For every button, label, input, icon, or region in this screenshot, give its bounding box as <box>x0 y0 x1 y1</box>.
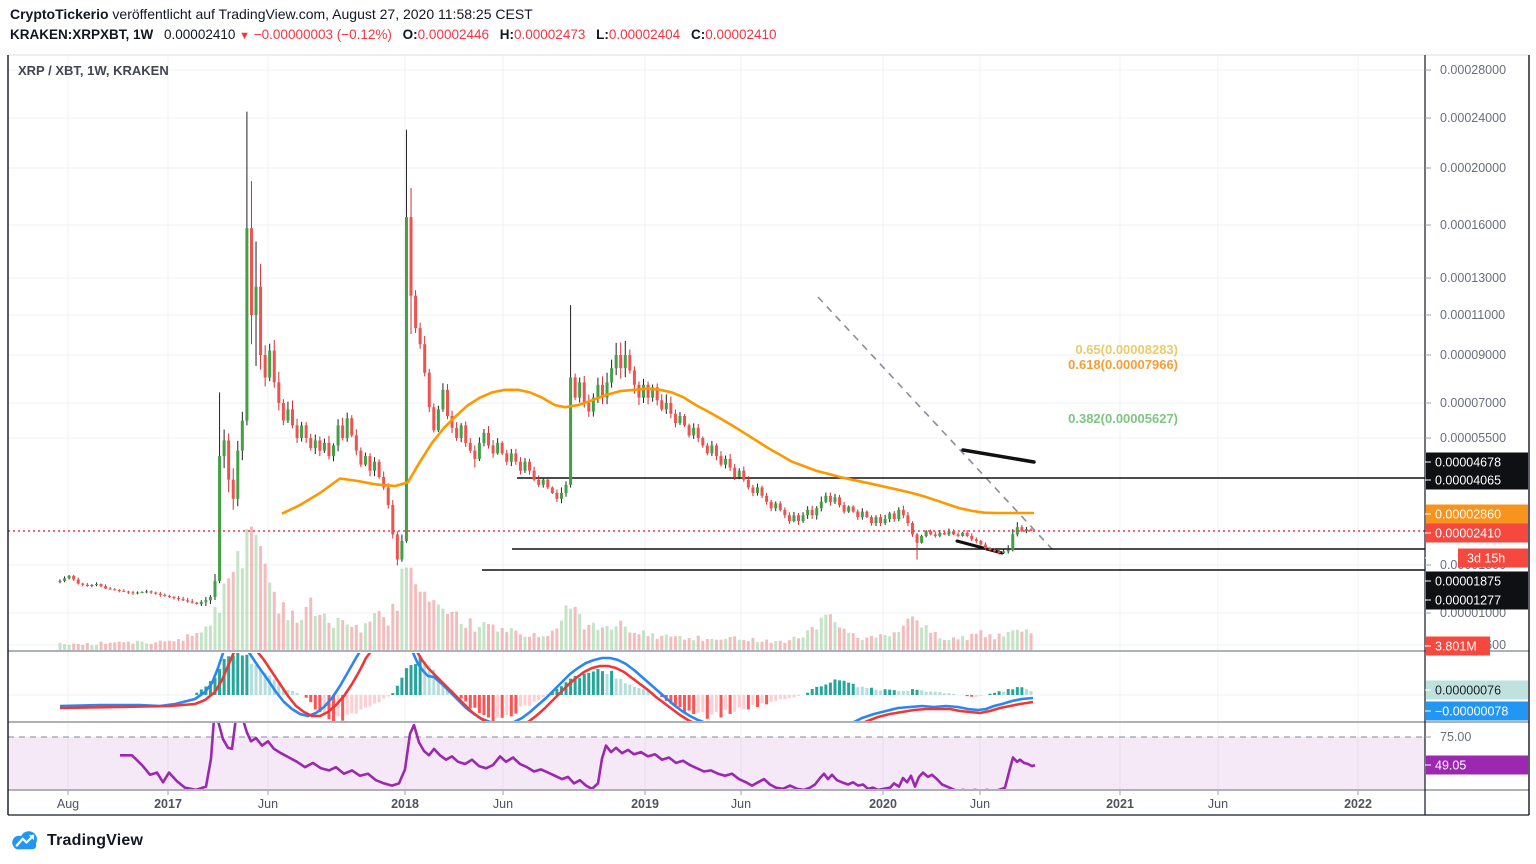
low-label: L: <box>596 27 609 42</box>
price-badge: 3d 15h <box>1425 548 1528 568</box>
price-badge: 0.00001875 <box>1425 571 1528 591</box>
price-tick-label: 75.00 <box>1440 730 1471 744</box>
symbol-label[interactable]: KRAKEN:XRPXBT, 1W <box>10 27 154 42</box>
macd-line <box>59 653 1034 721</box>
publish-line: CryptoTickerio veröffentlicht auf Tradin… <box>10 4 777 24</box>
price-badge-label: 0.00002410 <box>1435 527 1501 541</box>
price-tick-label: 0.00028000 <box>1440 63 1506 77</box>
fib-level-0.618[interactable]: 0.618(0.00007966) <box>1068 357 1178 372</box>
volume-series <box>58 526 1033 650</box>
low-value: 0.00002404 <box>608 27 681 42</box>
time-tick-label: 2018 <box>391 797 419 811</box>
time-tick-label: Jun <box>970 797 990 811</box>
publisher-name: CryptoTickerio <box>10 6 109 22</box>
price-tick-label: 0.00011000 <box>1440 308 1505 322</box>
rsi-pane[interactable] <box>8 717 1425 792</box>
time-tick-label: 2022 <box>1344 797 1372 811</box>
brand-name: TradingView <box>47 832 144 849</box>
macd-signal-line <box>59 653 1034 721</box>
price-tick-label: 0.00005500 <box>1440 431 1506 445</box>
price-tick-label: 0.00016000 <box>1440 218 1506 232</box>
price-badge-label: −0.00000078 <box>1435 705 1508 719</box>
moving-average-line[interactable] <box>281 387 1034 515</box>
macd-pane[interactable] <box>59 630 1034 750</box>
grid-lines <box>8 55 1425 789</box>
time-tick-label: Aug <box>57 797 79 811</box>
price-badge: 49.05 <box>1425 755 1528 775</box>
price-badge: 0.00001277 <box>1425 590 1528 610</box>
close-label: C: <box>690 27 706 42</box>
time-tick-label: Jun <box>1208 797 1228 811</box>
time-tick-label: 2021 <box>1106 797 1134 811</box>
rsi-line <box>120 723 1036 789</box>
price-badge-label: 3.801M <box>1435 640 1477 654</box>
price-badge-label: 0.00001875 <box>1435 575 1501 589</box>
price-badge-label: 0.00001277 <box>1435 594 1501 608</box>
header: CryptoTickerio veröffentlicht auf Tradin… <box>10 4 777 46</box>
trendline-0[interactable] <box>961 448 1036 464</box>
time-tick-label: Jun <box>493 797 513 811</box>
tradingview-watermark[interactable]: TradingView <box>10 830 143 852</box>
price-badge-label: 0.00000076 <box>1435 684 1501 698</box>
price-badge: 0.00004065 <box>1425 470 1528 490</box>
fib-level-0.382[interactable]: 0.382(0.00005627) <box>1068 411 1178 426</box>
price-tick-label: 0.00007000 <box>1440 396 1506 410</box>
price-badge: 0.00004678 <box>1425 452 1528 472</box>
price-tick-label: 0.00009000 <box>1440 348 1506 362</box>
close-value: 0.00002410 <box>705 27 777 42</box>
high-label: H: <box>499 27 515 42</box>
fib-level-0.65[interactable]: 0.65(0.00008283) <box>1075 342 1178 357</box>
drawings-layer[interactable] <box>482 296 1425 571</box>
time-tick-label: 2020 <box>869 797 897 811</box>
price-badge-label: 0.00002860 <box>1435 508 1501 522</box>
rsi-band <box>8 737 1425 789</box>
time-tick-label: Jun <box>731 797 751 811</box>
price-badge-label: 0.00004065 <box>1435 474 1501 488</box>
dashed-trendline[interactable] <box>817 296 1053 550</box>
price-badge: 0.00000076 <box>1425 680 1528 700</box>
time-tick-label: Jun <box>258 797 278 811</box>
tradingview-logo-icon <box>12 831 37 850</box>
open-label: O: <box>402 27 418 42</box>
price-badge: 0.00002860 <box>1425 504 1528 524</box>
price-badge-label: 0.00004678 <box>1435 456 1501 470</box>
down-arrow-icon: ▼ <box>239 30 251 42</box>
high-value: 0.00002473 <box>514 27 586 42</box>
price-change: −0.00000003 (−0.12%) <box>253 27 392 42</box>
last-price: 0.00002410 <box>164 27 236 42</box>
price-scale[interactable]: 0.00028000 0.00024000 0.00020000 0.00016000… <box>1425 63 1528 775</box>
candlestick-series <box>58 111 1033 607</box>
time-tick-label: 2019 <box>631 797 659 811</box>
price-badge: 3.801M <box>1425 636 1490 656</box>
pane-title[interactable]: XRP / XBT, 1W, KRAKEN <box>18 63 169 78</box>
time-tick-label: 2017 <box>154 797 182 811</box>
open-value: 0.00002446 <box>417 27 489 42</box>
price-tick-label: 0.00013000 <box>1440 271 1506 285</box>
time-scale[interactable]: Aug 2017 Jun 2018 Jun 2019 Jun 2020 Jun 2021 Jun 20… <box>57 791 1372 811</box>
price-badge-label: 3d 15h <box>1467 552 1505 566</box>
price-badge: 0.00002410 <box>1425 523 1528 543</box>
price-badge: −0.00000078 <box>1425 701 1528 721</box>
publish-info: veröffentlicht auf TradingView.com, Augu… <box>108 6 533 22</box>
symbol-line: KRAKEN:XRPXBT, 1W 0.00002410 ▼ −0.000000… <box>10 25 777 46</box>
price-tick-label: 0.00020000 <box>1440 161 1506 175</box>
price-badge-label: 49.05 <box>1435 759 1466 773</box>
price-tick-label: 0.00024000 <box>1440 111 1506 125</box>
